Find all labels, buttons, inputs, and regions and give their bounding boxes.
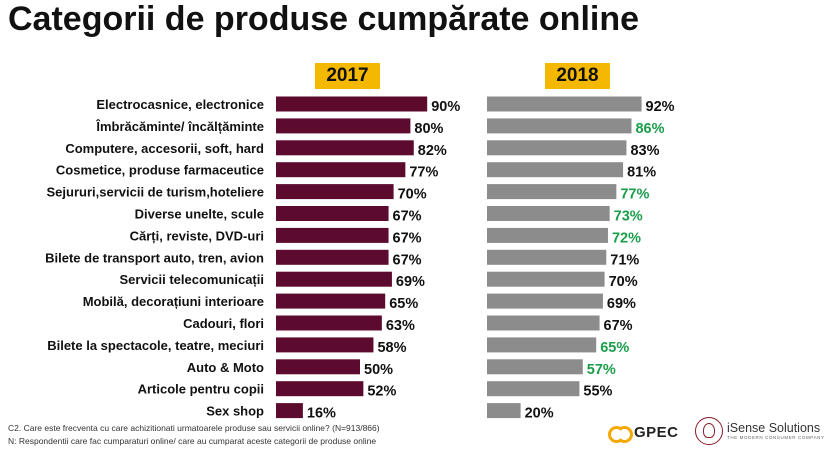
- bar-2017: [276, 184, 394, 200]
- value-label-2018: 67%: [604, 318, 633, 334]
- bar-2018: [487, 118, 632, 134]
- value-label-2017: 82%: [418, 143, 447, 159]
- page-title: Categorii de produse cumpărate online: [8, 0, 640, 38]
- value-label-2018: 71%: [610, 252, 639, 268]
- value-label-2017: 67%: [393, 252, 422, 268]
- value-label-2017: 69%: [396, 274, 425, 290]
- gpec-logo: GPEC: [608, 424, 679, 443]
- value-label-2018: 57%: [587, 362, 616, 378]
- category-label: Electrocasnice, electronice: [96, 97, 264, 112]
- bar-2017: [276, 227, 389, 243]
- category-label: Bilete la spectacole, teatre, meciuri: [47, 338, 264, 353]
- bar-2018: [487, 140, 627, 156]
- bar-2017: [276, 249, 389, 265]
- value-label-2018: 55%: [583, 384, 612, 400]
- bar-2018: [487, 403, 521, 419]
- bar-2018: [487, 381, 580, 397]
- category-label: Îmbrăcăminte/ încălțăminte: [95, 119, 264, 134]
- category-label: Diverse unelte, scule: [135, 207, 264, 222]
- gpec-logo-icon: [608, 425, 633, 443]
- year-badge-2018: 2018: [545, 63, 610, 89]
- value-label-2017: 67%: [393, 230, 422, 246]
- value-label-2018: 65%: [600, 340, 629, 356]
- value-label-2018: 92%: [646, 99, 675, 115]
- value-label-2018: 77%: [620, 187, 649, 203]
- value-label-2018: 72%: [612, 230, 641, 246]
- value-label-2018: 83%: [630, 143, 659, 159]
- bar-2017: [276, 381, 364, 397]
- bar-2018: [487, 96, 642, 112]
- value-label-2018: 73%: [614, 209, 643, 225]
- category-label: Cosmetice, produse farmaceutice: [56, 163, 264, 178]
- bar-2018: [487, 337, 597, 353]
- value-label-2017: 70%: [398, 187, 427, 203]
- bar-2017: [276, 359, 360, 375]
- bar-2017: [276, 118, 411, 134]
- value-label-2017: 90%: [431, 99, 460, 115]
- value-label-2017: 63%: [386, 318, 415, 334]
- category-label: Articole pentru copii: [138, 382, 264, 397]
- bar-2018: [487, 315, 600, 331]
- value-label-2018: 86%: [635, 121, 664, 137]
- year-badge-2017: 2017: [315, 63, 380, 89]
- bar-2018: [487, 359, 583, 375]
- category-label: Sejururi,servicii de turism,hoteliere: [47, 185, 264, 200]
- bar-2018: [487, 271, 605, 287]
- isense-logo-name: iSense Solutions: [727, 420, 821, 435]
- isense-logo: iSense Solutions THE MODERN CONSUMER COM…: [695, 417, 825, 445]
- value-label-2017: 52%: [367, 384, 396, 400]
- value-label-2018: 69%: [607, 296, 636, 312]
- bar-2018: [487, 227, 608, 243]
- value-label-2017: 67%: [393, 209, 422, 225]
- bar-chart: Electrocasnice, electronice 90% 92% Îmbrăcă…: [45, 96, 675, 420]
- bar-2017: [276, 271, 392, 287]
- value-label-2018: 70%: [609, 274, 638, 290]
- bar-2017: [276, 206, 389, 221]
- footnote-base: N: Respondentii care fac cumparaturi onl…: [8, 436, 377, 446]
- category-label: Bilete de transport auto, tren, avion: [45, 250, 264, 265]
- bar-2017: [276, 140, 414, 156]
- category-label: Sex shop: [206, 404, 264, 419]
- category-label: Cărți, reviste, DVD-uri: [130, 228, 264, 243]
- bar-2018: [487, 184, 617, 200]
- bar-2018: [487, 249, 607, 265]
- value-label-2017: 77%: [409, 165, 438, 181]
- category-label: Auto & Moto: [187, 360, 264, 375]
- isense-head-icon: [695, 417, 723, 445]
- value-label-2018: 81%: [627, 165, 656, 181]
- value-label-2017: 50%: [364, 362, 393, 378]
- bar-2017: [276, 315, 382, 331]
- bar-2018: [487, 206, 610, 221]
- category-label: Computere, accesorii, soft, hard: [65, 141, 264, 156]
- bar-2017: [276, 403, 303, 419]
- bar-2017: [276, 293, 386, 309]
- bar-2018: [487, 293, 603, 309]
- value-label-2018: 20%: [525, 406, 554, 420]
- isense-logo-tagline: THE MODERN CONSUMER COMPANY: [727, 434, 825, 440]
- gpec-logo-text: GPEC: [634, 424, 679, 441]
- category-label: Mobilă, decorațiuni interioare: [83, 294, 264, 309]
- bar-2017: [276, 337, 374, 353]
- value-label-2017: 65%: [389, 296, 418, 312]
- category-label: Servicii telecomunicații: [119, 272, 264, 287]
- bar-2017: [276, 162, 406, 178]
- bar-2017: [276, 96, 428, 112]
- footnote-question: C2. Care este frecventa cu care achiziti…: [8, 423, 380, 433]
- category-label: Cadouri, flori: [183, 316, 264, 331]
- value-label-2017: 80%: [414, 121, 443, 137]
- value-label-2017: 16%: [307, 406, 336, 420]
- value-label-2017: 58%: [377, 340, 406, 356]
- bar-2018: [487, 162, 624, 178]
